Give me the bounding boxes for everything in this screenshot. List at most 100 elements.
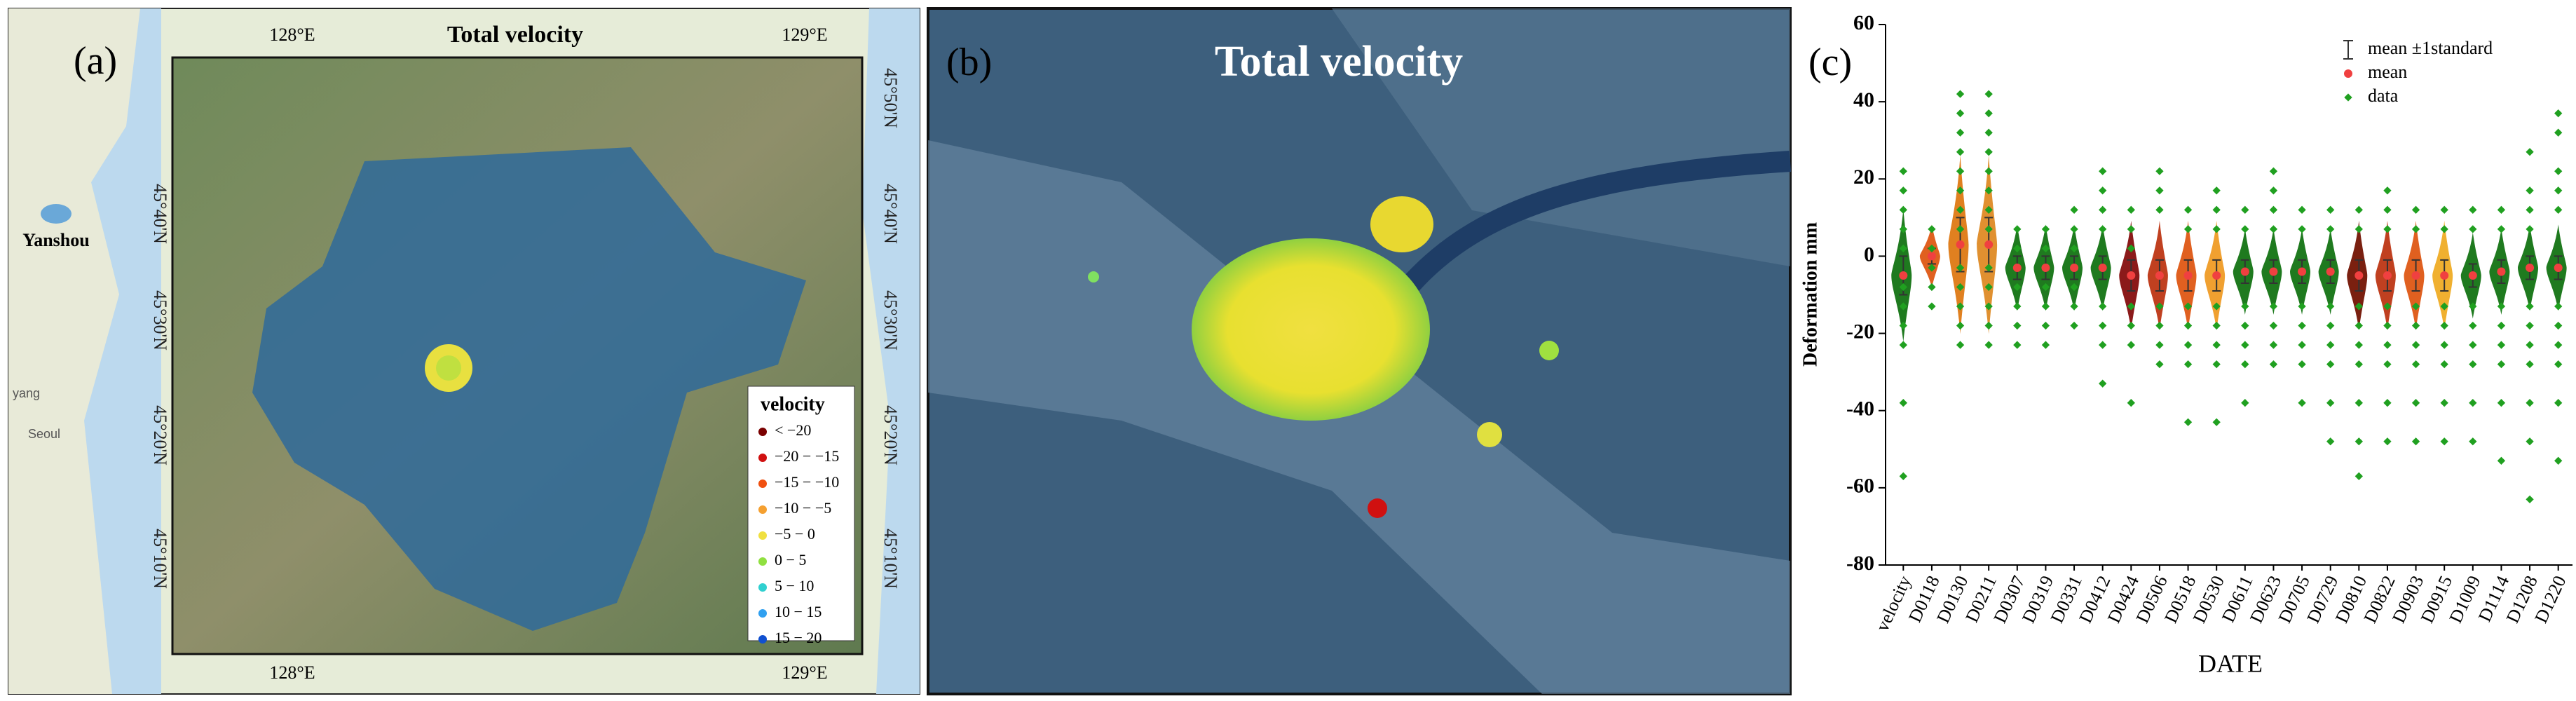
data-point (2326, 225, 2335, 233)
data-point (2354, 341, 2363, 349)
data-point (2099, 186, 2107, 195)
data-point (1984, 321, 1993, 330)
data-point (2497, 321, 2506, 330)
data-point (2497, 360, 2506, 369)
data-point (2298, 399, 2306, 407)
data-point (2212, 186, 2221, 195)
data-point (2099, 379, 2107, 388)
legend-label: mean ±1standard (2368, 38, 2493, 58)
data-point (2440, 302, 2448, 311)
data-point (2013, 225, 2022, 233)
lat-tick: 45°30'N (880, 290, 901, 350)
data-point (2183, 360, 2193, 369)
place-name: Yanshou (22, 230, 89, 250)
data-point (1956, 109, 1965, 118)
data-point (1899, 225, 1907, 233)
data-point (2155, 186, 2164, 195)
mean-point (2383, 271, 2392, 280)
data-point (2070, 225, 2078, 233)
data-point (2269, 321, 2278, 330)
data-point (2526, 399, 2534, 407)
data-point (2354, 205, 2363, 214)
data-point (2554, 341, 2563, 349)
data-point (2099, 302, 2107, 311)
legend-label: data (2368, 86, 2399, 106)
data-point (2183, 302, 2193, 311)
mean-point (2155, 271, 2164, 280)
y-tick-label: 40 (1853, 88, 1874, 111)
data-point (1956, 186, 1965, 195)
data-point (2099, 205, 2107, 214)
data-point (2354, 302, 2363, 311)
data-point (2440, 437, 2448, 446)
data-point (2298, 302, 2306, 311)
lat-tick: 45°50'N (880, 68, 901, 128)
data-point (2212, 418, 2221, 426)
mean-point (1899, 271, 1908, 280)
mean-point (2212, 271, 2221, 280)
lon-tick: 129°E (782, 25, 827, 45)
data-point (2127, 399, 2135, 407)
data-point (1984, 225, 1993, 233)
data-point (2354, 360, 2363, 369)
legend-label: −20 − −15 (775, 447, 839, 465)
lon-tick: 129°E (782, 662, 827, 683)
data-point (2469, 341, 2477, 349)
mean-point (2440, 271, 2449, 280)
data-point (2383, 302, 2392, 311)
data-point (2411, 399, 2420, 407)
legend-swatch (2344, 93, 2352, 102)
data-point (1899, 205, 1907, 214)
data-point (2411, 205, 2420, 214)
terrain (928, 140, 1790, 694)
mean-point (2070, 263, 2079, 272)
panel-label: (c) (1808, 41, 1852, 84)
land (8, 8, 140, 694)
mean-point (2269, 267, 2278, 276)
data-point (2497, 456, 2506, 465)
y-tick-label: -20 (1846, 320, 1874, 343)
data-point (2469, 225, 2477, 233)
data-point (1984, 109, 1993, 118)
data-point (2526, 321, 2534, 330)
data-point (2497, 399, 2506, 407)
data-point (1899, 283, 1907, 292)
data-point (2440, 341, 2448, 349)
data-point (1956, 225, 1965, 233)
data-point (2554, 321, 2563, 330)
data-point (2183, 321, 2193, 330)
data-point (1956, 302, 1965, 311)
lon-tick: 128°E (269, 662, 315, 683)
data-point (2127, 205, 2135, 214)
data-point (2127, 244, 2135, 253)
legend-label: 15 − 20 (775, 629, 822, 646)
data-point (1928, 225, 1936, 233)
legend-swatch (758, 635, 767, 644)
deformation-point (1539, 341, 1559, 360)
data-point (2241, 341, 2249, 349)
data-point (2183, 225, 2193, 233)
data-point (2383, 321, 2392, 330)
data-point (2526, 437, 2534, 446)
data-point (1984, 167, 1993, 175)
data-point (2526, 225, 2534, 233)
data-point (2469, 321, 2477, 330)
data-point (1928, 244, 1936, 253)
data-point (2411, 341, 2420, 349)
mean-point (2298, 267, 2307, 276)
mean-point (2354, 271, 2364, 280)
data-point (1899, 244, 1907, 253)
lon-tick: 128°E (269, 25, 315, 45)
data-point (2497, 205, 2506, 214)
data-point (2469, 360, 2477, 369)
legend-label: mean (2368, 62, 2407, 82)
data-point (1956, 341, 1965, 349)
legend-label: 0 − 5 (775, 551, 806, 569)
data-point (2469, 399, 2477, 407)
data-point (2326, 321, 2335, 330)
data-point (2099, 225, 2107, 233)
data-point (2269, 186, 2278, 195)
data-point (2383, 205, 2392, 214)
data-point (2155, 205, 2164, 214)
